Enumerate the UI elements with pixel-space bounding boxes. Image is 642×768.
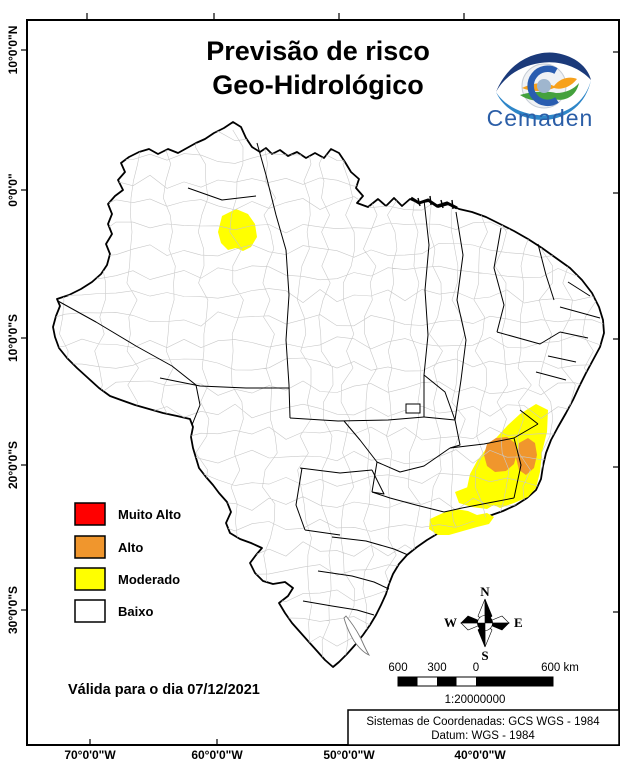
legend-label-alto: Alto xyxy=(118,540,143,555)
scale-label-600km: 600 km xyxy=(541,662,579,674)
lat-label-0: 0°0'0" xyxy=(6,173,20,206)
scale-bar: 600 300 0 600 km 1:20000000 xyxy=(388,662,578,706)
compass-labels: N E S W xyxy=(444,584,523,663)
scale-label-600-left: 600 xyxy=(388,662,407,674)
cemaden-eye-icon xyxy=(496,52,591,121)
lon-label-60w: 60°0'0"W xyxy=(191,748,243,762)
legend-label-muito-alto: Muito Alto xyxy=(118,507,181,522)
compass-label-south: S xyxy=(481,648,488,663)
risk-legend: Muito Alto Alto Moderado Baixo xyxy=(74,502,181,623)
lon-label-70w: 70°0'0"W xyxy=(64,748,116,762)
lagoa-dos-patos xyxy=(343,615,371,656)
legend-swatch-alto xyxy=(74,535,106,559)
legend-label-baixo: Baixo xyxy=(118,604,153,619)
title-line-2: Geo-Hidrológico xyxy=(212,70,424,100)
legend-swatch-moderado xyxy=(74,567,106,591)
scale-ratio: 1:20000000 xyxy=(445,694,506,706)
state-boundaries xyxy=(57,142,601,616)
title-line-1: Previsão de risco xyxy=(206,36,430,66)
legend-swatch-muito-alto xyxy=(74,502,106,526)
cemaden-logo-text: Cemaden xyxy=(487,105,594,131)
validity-text: Válida para o dia 07/12/2021 xyxy=(68,682,260,698)
brazil-map xyxy=(52,121,605,668)
lat-label-30s: 30°0'0"S xyxy=(6,586,20,634)
coordinate-system-box: Sistemas de Coordenadas: GCS WGS - 1984 … xyxy=(347,709,620,746)
lon-label-50w: 50°0'0"W xyxy=(323,748,375,762)
map-frame xyxy=(26,19,620,746)
brazil-outline xyxy=(52,121,605,668)
legend-swatch-baixo xyxy=(74,599,106,623)
longitude-axis: 70°0'0"W 60°0'0"W 50°0'0"W 40°0'0"W xyxy=(64,748,506,762)
lat-label-10n: 10°0'0"N xyxy=(6,26,20,75)
risk-region-coast-sp-rj-moderado xyxy=(429,509,494,535)
compass-label-west: W xyxy=(444,615,457,630)
scale-label-300: 300 xyxy=(427,662,446,674)
cemaden-logo: Cemaden xyxy=(487,52,594,131)
lat-label-20s: 20°0'0"S xyxy=(6,441,20,489)
lon-label-40w: 40°0'0"W xyxy=(454,748,506,762)
risk-region-amazonas-moderado xyxy=(218,209,257,251)
north-coast-hatching xyxy=(410,195,458,210)
scale-label-0: 0 xyxy=(473,662,479,674)
compass-label-east: E xyxy=(514,615,523,630)
latitude-axis: 10°0'0"N 0°0'0" 10°0'0"S 20°0'0"S 30°0'0… xyxy=(6,26,20,634)
compass-label-north: N xyxy=(480,584,490,599)
coords-line-1: Sistemas de Coordenadas: GCS WGS - 1984 xyxy=(366,716,600,728)
lat-label-10s: 10°0'0"S xyxy=(6,314,20,362)
graticule-ticks xyxy=(21,13,619,745)
map-title: Previsão de risco Geo-Hidrológico xyxy=(206,36,430,100)
coords-line-2: Datum: WGS - 1984 xyxy=(431,730,535,742)
legend-label-moderado: Moderado xyxy=(118,572,180,587)
compass-rose-icon xyxy=(460,598,510,648)
distrito-federal-box xyxy=(405,403,421,414)
